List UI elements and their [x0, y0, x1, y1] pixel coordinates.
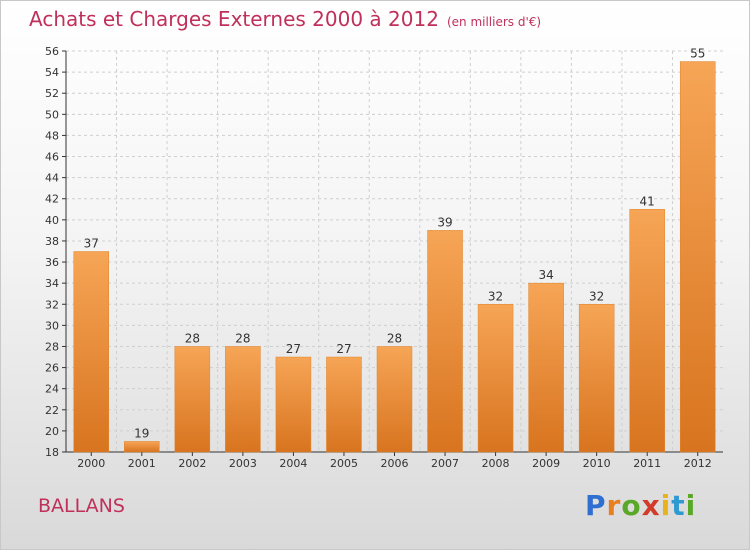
logo-letter: o — [621, 489, 642, 522]
bar — [275, 356, 312, 453]
bar — [629, 209, 665, 453]
x-tick-label: 2007 — [431, 457, 459, 470]
y-tick-label: 52 — [45, 87, 59, 100]
x-tick-label: 2012 — [684, 457, 712, 470]
logo-letter: i — [685, 489, 697, 522]
bar — [578, 304, 615, 453]
y-tick-label: 24 — [45, 383, 59, 396]
y-tick-label: 44 — [45, 172, 59, 185]
x-tick-label: 2002 — [178, 457, 206, 470]
y-tick-label: 46 — [45, 151, 59, 164]
y-tick-label: 32 — [45, 298, 59, 311]
bar — [528, 282, 564, 453]
bar — [225, 346, 261, 453]
bar-value-label: 41 — [640, 194, 655, 208]
bar-value-label: 32 — [589, 289, 604, 303]
bar-value-label: 19 — [134, 426, 149, 440]
bar — [174, 346, 211, 453]
commune-name: BALLANS — [38, 495, 125, 517]
logo-letter: x — [641, 489, 661, 522]
y-tick-label: 28 — [45, 340, 59, 353]
y-tick-label: 36 — [45, 256, 59, 269]
bar-value-label: 28 — [387, 331, 402, 345]
proxiti-logo: Proxiti — [585, 489, 696, 522]
bar — [124, 441, 160, 453]
y-tick-label: 18 — [45, 446, 59, 459]
x-tick-label: 2009 — [532, 457, 560, 470]
bar-value-label: 27 — [336, 342, 351, 356]
x-tick-label: 2003 — [229, 457, 257, 470]
bar — [376, 346, 413, 453]
labels: 18 20 22 24 26 28 30 32 34 36 38 40 42 44 46 48 50 52 54 56… — [45, 45, 712, 470]
x-tick-label: 2005 — [330, 457, 358, 470]
x-tick-label: 2000 — [77, 457, 105, 470]
chart-title: Achats et Charges Externes 2000 à 2012 (e… — [29, 7, 541, 31]
logo-letter: i — [660, 489, 672, 522]
logo-letter: r — [606, 489, 622, 522]
y-tick-label: 48 — [45, 129, 59, 142]
bar-value-label: 32 — [488, 289, 503, 303]
bar — [326, 356, 362, 453]
y-tick-label: 42 — [45, 193, 59, 206]
x-tick-label: 2001 — [128, 457, 156, 470]
bar-value-label: 28 — [235, 331, 250, 345]
y-tick-label: 22 — [45, 404, 59, 417]
bar-value-label: 39 — [437, 215, 452, 229]
bar — [477, 304, 514, 453]
x-tick-label: 2010 — [583, 457, 611, 470]
y-tick-label: 54 — [45, 66, 59, 79]
y-tick-label: 40 — [45, 214, 59, 227]
y-tick-label: 26 — [45, 362, 59, 375]
chart-title-text: Achats et Charges Externes 2000 à 2012 — [29, 7, 439, 31]
y-tick-label: 38 — [45, 235, 59, 248]
bar-value-label: 37 — [84, 237, 99, 251]
bar-value-label: 55 — [690, 47, 705, 61]
y-tick-label: 56 — [45, 45, 59, 58]
x-tick-label: 2011 — [633, 457, 661, 470]
x-tick-label: 2004 — [279, 457, 307, 470]
chart-subtitle: (en milliers d'€) — [446, 15, 542, 29]
logo-letter: P — [585, 489, 607, 522]
bars — [73, 61, 716, 453]
bar-value-label: 34 — [538, 268, 553, 282]
y-tick-label: 30 — [45, 319, 59, 332]
bar-value-label: 27 — [286, 342, 301, 356]
bar — [427, 230, 463, 453]
y-tick-label: 20 — [45, 425, 59, 438]
bar — [73, 251, 110, 453]
y-tick-label: 50 — [45, 108, 59, 121]
y-tick-label: 34 — [45, 277, 59, 290]
bar — [679, 61, 716, 453]
logo-letter: t — [671, 489, 686, 522]
x-tick-label: 2008 — [482, 457, 510, 470]
x-tick-label: 2006 — [381, 457, 409, 470]
bar-value-label: 28 — [185, 331, 200, 345]
